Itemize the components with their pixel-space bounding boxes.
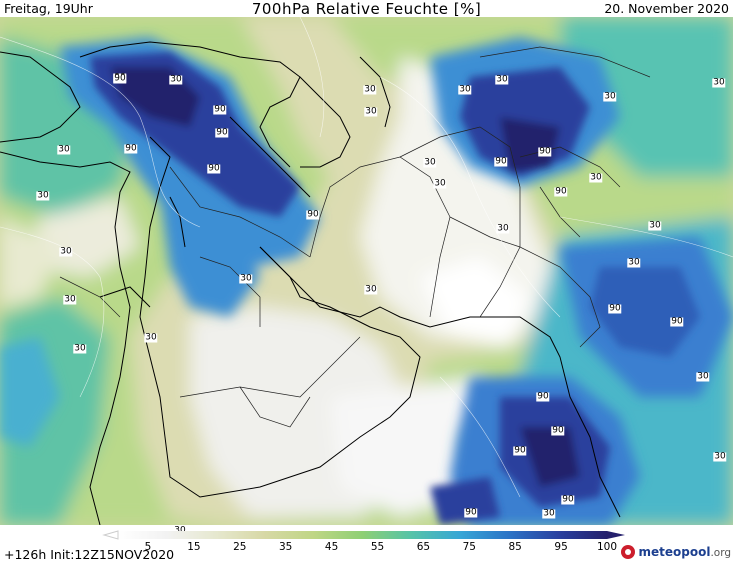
logo-icon [621, 545, 636, 559]
contour-label: 30 [59, 246, 73, 257]
contour-label: 30 [713, 451, 727, 462]
contour-label: 30 [496, 223, 510, 234]
contour-label: 90 [124, 143, 138, 154]
contour-label: 30 [648, 220, 662, 231]
colorbar-tick-label: 75 [462, 541, 476, 553]
contour-label: 30 [144, 332, 158, 343]
contour-lines [0, 17, 733, 498]
colorbar-tick-label: 100 [596, 541, 618, 553]
humidity-field-saturated [90, 52, 700, 525]
colorbar-tick-label: 15 [187, 541, 201, 553]
contour-label: 30 [363, 84, 377, 95]
contour-label: 30 [495, 74, 509, 85]
colorbar-tick-label: 85 [508, 541, 522, 553]
colorbar-tick-labels: 5 15 25 35 45 55 65 75 85 95 100 [0, 525, 733, 566]
borders [59, 46, 651, 428]
valid-date-label: 20. November 2020 [604, 1, 729, 16]
contour-label: 30 [239, 273, 253, 284]
contour-label: 30 [458, 84, 472, 95]
contour-label: 30 [627, 257, 641, 268]
contour-label: 30 [542, 508, 556, 519]
contour-label: 90 [536, 391, 550, 402]
colorbar-tick-label: 65 [416, 541, 431, 553]
contour-label: 90 [513, 445, 527, 456]
colorbar-tick-label: 45 [324, 541, 339, 553]
contour-label: 30 [63, 294, 77, 305]
contour-label: 90 [213, 104, 227, 115]
contour-label: 30 [73, 343, 87, 354]
contour-label: 30 [712, 77, 726, 88]
humidity-map [0, 17, 733, 525]
colorbar-legend [102, 530, 625, 540]
contour-label: 90 [561, 494, 575, 505]
colorbar-gradient [118, 531, 607, 539]
contour-label: 30 [696, 371, 710, 382]
contour-label: 30 [589, 172, 603, 183]
colorbar-tick-label: 25 [233, 541, 247, 553]
contour-label: 30 [169, 74, 183, 85]
contour-label: 90 [306, 209, 320, 220]
coastlines [0, 41, 621, 525]
contour-label: 90 [464, 507, 478, 518]
contour-label: 30 [364, 284, 378, 295]
contour-label: 30 [423, 157, 437, 168]
contour-label: 30 [433, 178, 447, 189]
logo-text: meteopool.org [638, 545, 731, 559]
contour-label: 90 [554, 186, 568, 197]
valid-time-label: Freitag, 19Uhr [4, 1, 93, 16]
contour-label: 30 [364, 106, 378, 117]
contour-label: 90 [538, 146, 552, 157]
colorbar-max-arrow [607, 531, 625, 539]
colorbar-min-arrow [102, 530, 119, 540]
colorbar-tick-label: 95 [554, 541, 568, 553]
colorbar-tick-label: 5 [144, 541, 152, 553]
contour-label: 90 [608, 303, 622, 314]
contour-label: 30 [36, 190, 50, 201]
colorbar-tick-label: 55 [370, 541, 385, 553]
contour-label: 90 [494, 156, 508, 167]
contour-label: 30 [603, 91, 617, 102]
colorbar-tick-label: 35 [279, 541, 293, 553]
contour-label: 90 [207, 163, 221, 174]
contour-label: 90 [551, 425, 565, 436]
map-title: 700hPa Relative Feuchte [%] [251, 0, 482, 18]
forecast-run-info: +126h Init:12Z15NOV2020 [4, 547, 175, 562]
meteopool-logo[interactable]: meteopool.org [621, 545, 731, 559]
contour-label: 30 [57, 144, 71, 155]
contour-label: 90 [113, 73, 127, 84]
contour-label: 90 [670, 316, 684, 327]
contour-label: 90 [215, 127, 229, 138]
